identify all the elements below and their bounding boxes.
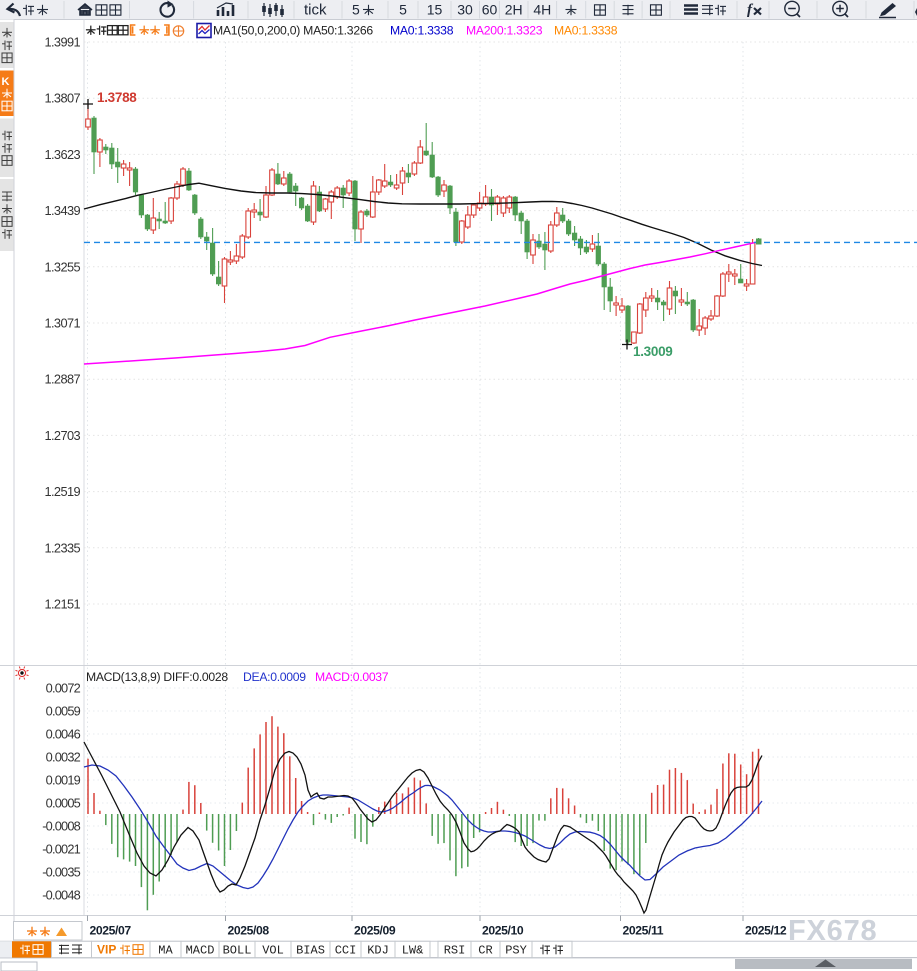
svg-text:2025/12: 2025/12 bbox=[745, 924, 787, 938]
svg-text:1.3623: 1.3623 bbox=[44, 147, 80, 162]
svg-text:0.0046: 0.0046 bbox=[46, 727, 81, 742]
svg-text:0.0059: 0.0059 bbox=[46, 704, 81, 719]
svg-text:VIP: VIP bbox=[97, 943, 116, 957]
svg-text:1.3255: 1.3255 bbox=[44, 259, 80, 274]
svg-text:FX678: FX678 bbox=[788, 915, 877, 947]
svg-text:1.3009: 1.3009 bbox=[633, 344, 673, 359]
svg-text:2025/07: 2025/07 bbox=[90, 924, 132, 938]
svg-text:MA200:1.3323: MA200:1.3323 bbox=[466, 24, 543, 38]
svg-text:MACD:0.0037: MACD:0.0037 bbox=[315, 670, 389, 684]
svg-text:KDJ: KDJ bbox=[367, 943, 389, 957]
svg-text:MA0:1.3338: MA0:1.3338 bbox=[390, 24, 454, 38]
svg-text:PSY: PSY bbox=[505, 943, 527, 957]
svg-text:-0.0008: -0.0008 bbox=[42, 819, 80, 834]
svg-text:5: 5 bbox=[399, 2, 407, 18]
svg-text:1.2151: 1.2151 bbox=[44, 597, 80, 612]
svg-text:f: f bbox=[747, 2, 754, 18]
svg-text:0.0019: 0.0019 bbox=[46, 773, 81, 788]
svg-text:5: 5 bbox=[352, 2, 360, 18]
svg-text:-0.0021: -0.0021 bbox=[42, 842, 80, 857]
svg-text:tick: tick bbox=[304, 2, 327, 19]
svg-text:0.0005: 0.0005 bbox=[46, 796, 81, 811]
svg-text:K: K bbox=[2, 76, 10, 88]
svg-text:MA0:1.3338: MA0:1.3338 bbox=[554, 24, 618, 38]
svg-text:15: 15 bbox=[427, 2, 443, 18]
svg-text:1.3071: 1.3071 bbox=[44, 316, 80, 331]
svg-text:LW&: LW& bbox=[402, 943, 424, 957]
svg-text:2025/09: 2025/09 bbox=[354, 924, 396, 938]
svg-text:2025/08: 2025/08 bbox=[228, 924, 270, 938]
svg-text:1.3788: 1.3788 bbox=[97, 90, 137, 105]
svg-text:2025/11: 2025/11 bbox=[623, 924, 664, 938]
svg-text:1.3991: 1.3991 bbox=[44, 35, 80, 50]
svg-text:MACD(13,8,9) DIFF:0.0028: MACD(13,8,9) DIFF:0.0028 bbox=[86, 670, 228, 684]
svg-text:1.2887: 1.2887 bbox=[44, 372, 80, 387]
svg-text:CR: CR bbox=[478, 943, 492, 957]
svg-text:DEA:0.0009: DEA:0.0009 bbox=[243, 670, 306, 684]
svg-text:-0.0048: -0.0048 bbox=[42, 888, 80, 903]
svg-text:2025/10: 2025/10 bbox=[482, 924, 524, 938]
svg-text:1.2703: 1.2703 bbox=[44, 428, 80, 443]
svg-text:0.0032: 0.0032 bbox=[46, 750, 81, 765]
svg-text:RSI: RSI bbox=[444, 943, 466, 957]
svg-text:30: 30 bbox=[457, 2, 473, 18]
svg-text:0.0072: 0.0072 bbox=[46, 681, 81, 696]
svg-text:1.3807: 1.3807 bbox=[44, 91, 80, 106]
svg-text:4H: 4H bbox=[533, 2, 551, 18]
svg-text:MA1(50,0,200,0) MA50:1.3266: MA1(50,0,200,0) MA50:1.3266 bbox=[213, 24, 373, 38]
svg-text:2H: 2H bbox=[505, 2, 523, 18]
svg-text:1.2335: 1.2335 bbox=[44, 540, 80, 555]
svg-text:VOL: VOL bbox=[262, 943, 284, 957]
svg-text:1.2519: 1.2519 bbox=[44, 484, 80, 499]
svg-text:-0.0035: -0.0035 bbox=[42, 865, 80, 880]
svg-text:60: 60 bbox=[482, 2, 498, 18]
svg-text:BOLL: BOLL bbox=[223, 943, 252, 957]
svg-text:CCI: CCI bbox=[335, 943, 357, 957]
svg-text:BIAS: BIAS bbox=[296, 943, 325, 957]
svg-text:MA: MA bbox=[158, 943, 173, 957]
svg-text:MACD: MACD bbox=[186, 943, 215, 957]
svg-text:1.3439: 1.3439 bbox=[44, 203, 80, 218]
